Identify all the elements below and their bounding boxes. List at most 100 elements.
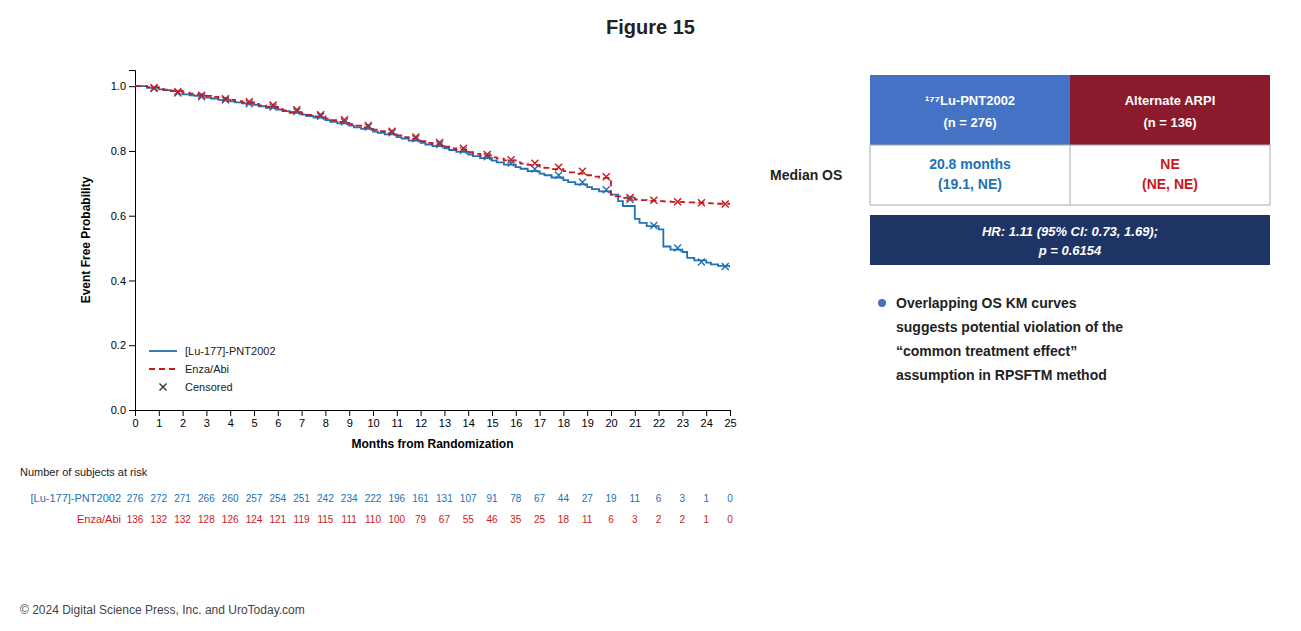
censor-mark [579, 168, 586, 175]
censor-mark [270, 101, 277, 108]
censor-mark [650, 222, 657, 229]
tick-mark [611, 410, 612, 416]
censor-mark [508, 156, 515, 163]
tick-label: 20 [605, 417, 617, 429]
risk-row-label: [Lu-177]-PNT2002 [31, 492, 122, 504]
risk-count: 1 [703, 493, 709, 504]
risk-count: 0 [727, 493, 733, 504]
risk-count: 136 [127, 514, 144, 525]
censor-mark [151, 84, 158, 91]
tick: 21 [629, 410, 641, 429]
tick: 0.6 [111, 210, 135, 222]
censored-marks [151, 85, 729, 270]
tick-mark [706, 410, 707, 416]
tick-mark [540, 410, 541, 416]
risk-count: 272 [150, 493, 167, 504]
risk-count: 2 [680, 514, 686, 525]
x-axis: 0123456789101112131415161718192021222324… [132, 410, 736, 429]
tick-mark [129, 151, 135, 152]
censor-mark [722, 263, 729, 270]
legend-entry: Enza/Abi [149, 363, 229, 375]
risk-count: 128 [198, 514, 215, 525]
risk-table-title: Number of subjects at risk [20, 466, 148, 478]
table-border [1070, 145, 1071, 205]
censor-mark [674, 198, 681, 205]
risk-count: 222 [365, 493, 382, 504]
tick: 16 [510, 410, 522, 429]
tick-mark [129, 216, 135, 217]
tick-label: 12 [415, 417, 427, 429]
km-line [135, 86, 730, 204]
risk-count: 78 [510, 493, 522, 504]
column-value: 20.8 months [929, 156, 1011, 172]
chart-title: Figure 15 [606, 16, 695, 38]
tick-mark [206, 410, 207, 416]
header-box [1070, 75, 1270, 145]
tick: 12 [415, 410, 427, 429]
tick-label: 19 [582, 417, 594, 429]
tick: 24 [701, 410, 713, 429]
tick-mark [730, 410, 731, 416]
column-header: (n = 136) [1143, 115, 1196, 130]
tick-mark [635, 410, 636, 416]
risk-count: 121 [269, 514, 286, 525]
tick-mark [659, 410, 660, 416]
censor-mark [341, 116, 348, 123]
risk-count: 11 [582, 514, 593, 525]
tick: 19 [582, 410, 594, 429]
tick-label: 0.6 [111, 210, 126, 222]
legend-label: Censored [185, 381, 233, 393]
tick-label: 1 [156, 417, 162, 429]
risk-count: 27 [582, 493, 594, 504]
legend-symbol [149, 350, 177, 352]
tick: 15 [486, 410, 498, 429]
censor-mark [531, 160, 538, 167]
tick-mark [492, 410, 493, 416]
header-box [870, 75, 1070, 145]
censor-mark [674, 245, 681, 252]
risk-count: 91 [486, 493, 498, 504]
tick-label: 5 [251, 417, 257, 429]
tick-mark [183, 410, 184, 416]
censor-mark [365, 122, 372, 129]
tick-mark [468, 410, 469, 416]
tick-label: 9 [347, 417, 353, 429]
censor-mark [389, 128, 396, 135]
risk-count: 2 [656, 514, 662, 525]
plot-area [135, 84, 730, 270]
risk-count: 161 [412, 493, 429, 504]
tick-label: 0.0 [111, 404, 126, 416]
risk-count: 132 [150, 514, 167, 525]
axis-line [136, 411, 731, 417]
risk-count: 196 [388, 493, 405, 504]
tick-label: 2 [180, 417, 186, 429]
column-value: (NE, NE) [1142, 176, 1198, 192]
tick: 0.4 [111, 274, 135, 286]
bullet-note: Overlapping OS KM curvessuggests potenti… [878, 295, 1123, 383]
risk-count: 19 [605, 493, 617, 504]
tick: 7 [299, 410, 305, 429]
tick: 11 [392, 410, 403, 429]
tick: 4 [228, 410, 234, 429]
tick: 0.2 [111, 339, 135, 351]
tick-mark [563, 410, 564, 416]
tick: 8 [323, 410, 329, 429]
censor-mark [198, 92, 205, 99]
tick-mark [278, 410, 279, 416]
risk-count: 257 [246, 493, 263, 504]
tick-mark [587, 410, 588, 416]
tick-mark [129, 86, 135, 87]
bullet-text: suggests potential violation of the [896, 319, 1123, 335]
tick-label: 0.8 [111, 145, 126, 157]
legend-entry: [Lu-177]-PNT2002 [149, 345, 276, 357]
risk-count: 251 [293, 493, 310, 504]
legend: [Lu-177]-PNT2002 Enza/Abi Censored [149, 345, 276, 393]
km-line [135, 86, 730, 267]
censor-mark [650, 197, 657, 204]
tick-mark [349, 410, 350, 416]
risk-table: Number of subjects at risk [Lu-177]-PNT20… [20, 466, 733, 525]
tick-label: 25 [724, 417, 736, 429]
hr-box [870, 215, 1270, 265]
risk-count: 276 [127, 493, 144, 504]
bullet-dot [878, 299, 886, 307]
